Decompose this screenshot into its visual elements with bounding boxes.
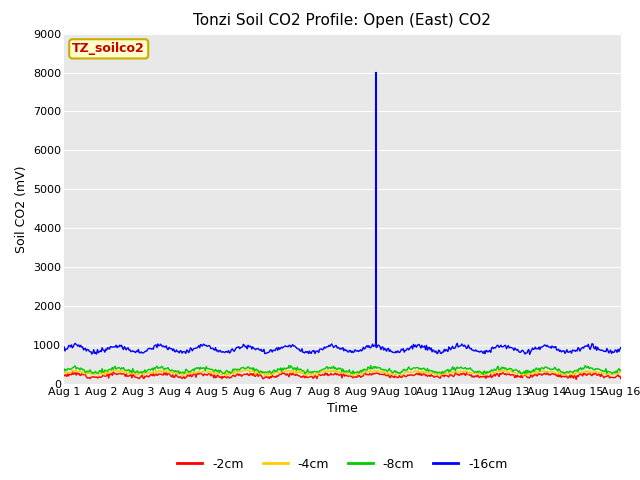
-4cm <box>204 369 211 375</box>
-16cm <box>204 344 211 349</box>
Line: -4cm: -4cm <box>64 370 621 376</box>
-4cm <box>159 369 166 375</box>
-2cm <box>389 374 397 380</box>
-2cm <box>204 371 212 377</box>
-16cm <box>617 345 625 350</box>
X-axis label: Time: Time <box>327 402 358 415</box>
-16cm <box>60 344 68 349</box>
-8cm <box>60 366 68 372</box>
-16cm <box>453 340 461 346</box>
-8cm <box>481 370 489 375</box>
-8cm <box>367 362 374 368</box>
-8cm <box>479 372 487 378</box>
-2cm <box>68 368 76 374</box>
Line: -16cm: -16cm <box>64 343 621 354</box>
-16cm <box>480 348 488 354</box>
Y-axis label: Soil CO2 (mV): Soil CO2 (mV) <box>15 165 28 252</box>
-4cm <box>433 370 440 376</box>
-16cm <box>159 344 166 349</box>
Title: Tonzi Soil CO2 Profile: Open (East) CO2: Tonzi Soil CO2 Profile: Open (East) CO2 <box>193 13 492 28</box>
-8cm <box>617 367 625 373</box>
-2cm <box>159 372 167 378</box>
-4cm <box>313 370 321 376</box>
-8cm <box>389 370 397 376</box>
-2cm <box>60 372 68 378</box>
-2cm <box>572 377 580 383</box>
-16cm <box>432 348 440 354</box>
Line: -8cm: -8cm <box>64 365 621 375</box>
-4cm <box>223 373 230 379</box>
-4cm <box>389 372 397 378</box>
-4cm <box>498 367 506 372</box>
Text: TZ_soilco2: TZ_soilco2 <box>72 42 145 55</box>
-2cm <box>480 374 488 380</box>
-16cm <box>526 351 534 357</box>
-4cm <box>60 370 68 376</box>
-8cm <box>433 370 440 375</box>
-8cm <box>159 364 166 370</box>
-16cm <box>312 349 320 355</box>
-2cm <box>617 376 625 382</box>
Legend: -2cm, -4cm, -8cm, -16cm: -2cm, -4cm, -8cm, -16cm <box>172 453 513 476</box>
Line: -2cm: -2cm <box>64 371 621 380</box>
-16cm <box>388 349 396 355</box>
-8cm <box>312 369 320 374</box>
-8cm <box>204 366 211 372</box>
-2cm <box>433 373 440 379</box>
-4cm <box>617 369 625 375</box>
-2cm <box>313 376 321 382</box>
-4cm <box>480 372 488 378</box>
